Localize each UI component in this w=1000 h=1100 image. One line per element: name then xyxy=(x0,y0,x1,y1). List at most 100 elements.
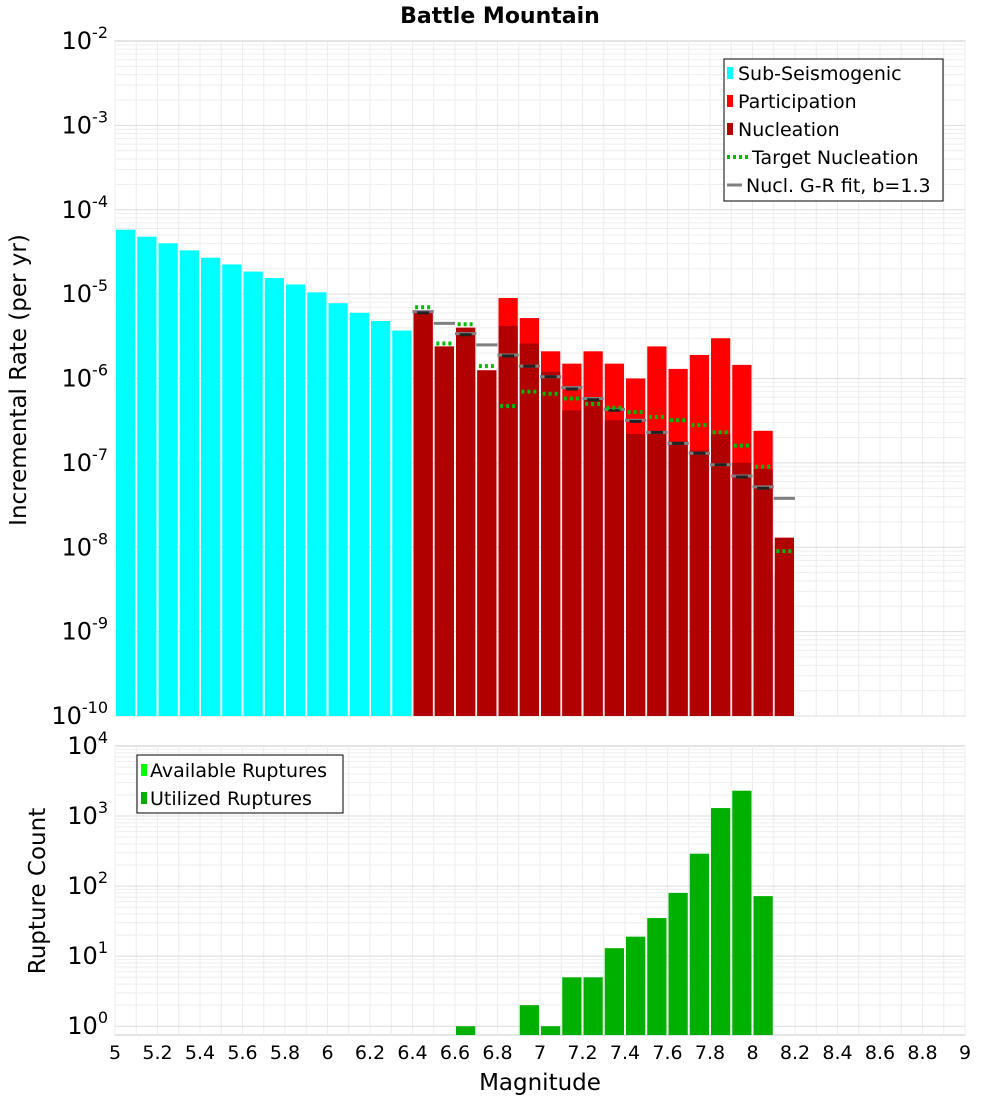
legend-swatch-sub-seismogenic xyxy=(727,67,733,79)
x-tick-label: 5.2 xyxy=(142,1042,172,1064)
bar-nucleation xyxy=(604,420,624,716)
x-tick-label: 5 xyxy=(109,1042,121,1064)
legend-item-available-ruptures: Available Ruptures xyxy=(141,760,327,782)
bar-sub-seismogenic xyxy=(116,229,136,717)
bar-utilized-ruptures xyxy=(647,918,667,1035)
x-tick-label: 8.6 xyxy=(865,1042,895,1064)
x-tick-label: 7.6 xyxy=(652,1042,682,1064)
bar-utilized-ruptures xyxy=(583,977,603,1035)
bottom-legend-box xyxy=(136,754,344,814)
bar-sub-seismogenic xyxy=(349,312,369,716)
bar-sub-seismogenic xyxy=(264,278,284,716)
x-tick-label: 8.8 xyxy=(907,1042,937,1064)
bar-nucleation xyxy=(413,312,433,716)
bar-sub-seismogenic xyxy=(392,330,412,716)
legend-label-sub-seismogenic: Sub-Seismogenic xyxy=(738,63,902,85)
bar-sub-seismogenic xyxy=(328,303,348,716)
x-tick-label: 6.8 xyxy=(482,1042,512,1064)
x-tick-label: 8 xyxy=(746,1042,758,1064)
bar-utilized-ruptures xyxy=(626,936,646,1035)
x-tick-label: 7.2 xyxy=(567,1042,597,1064)
legend-swatch-participation xyxy=(727,95,733,107)
bar-nucleation xyxy=(541,371,561,716)
x-tick-label: 7 xyxy=(534,1042,546,1064)
bar-nucleation xyxy=(498,325,518,716)
bottom-bars xyxy=(456,790,773,1035)
top-bars xyxy=(116,229,794,717)
top-y-axis-label: Incremental Rate (per yr) xyxy=(6,234,32,526)
y-tick-label: 10-6 xyxy=(62,361,109,393)
x-ticks: 5 5.2 5.4 5.6 5.8 6 6.2 6.4 6.6 6.8 7 7.2 7.4 7.6 7.8 8… xyxy=(109,1042,971,1064)
y-tick-label: 103 xyxy=(67,798,108,830)
bar-nucleation xyxy=(668,441,688,716)
bar-nucleation xyxy=(711,433,731,716)
bar-nucleation xyxy=(456,327,476,716)
y-tick-label: 100 xyxy=(67,1008,108,1040)
legend-item-sub-seismogenic: Sub-Seismogenic xyxy=(727,63,902,85)
bar-sub-seismogenic xyxy=(222,264,242,716)
top-panel: 10-10 10-9 10-8 10-7 10-6 10-5 10-4 10-3 10-2 In… xyxy=(6,23,966,730)
x-tick-label: 6.4 xyxy=(397,1042,427,1064)
legend-label-utilized-ruptures: Utilized Ruptures xyxy=(150,788,312,810)
bar-utilized-ruptures xyxy=(689,853,709,1035)
legend-label-participation: Participation xyxy=(738,91,857,113)
bar-nucleation xyxy=(519,343,539,716)
y-tick-label: 104 xyxy=(67,728,108,760)
bar-utilized-ruptures xyxy=(753,896,773,1035)
bar-nucleation xyxy=(647,430,667,716)
legend-item-participation: Participation xyxy=(727,91,857,113)
bottom-legend: Available Ruptures Utilized Ruptures xyxy=(136,754,344,814)
bar-utilized-ruptures xyxy=(541,1026,561,1035)
y-tick-label: 101 xyxy=(67,938,108,970)
x-tick-label: 6.2 xyxy=(355,1042,385,1064)
legend-item-utilized-ruptures: Utilized Ruptures xyxy=(141,788,312,810)
bar-utilized-ruptures xyxy=(519,1005,539,1035)
bar-utilized-ruptures xyxy=(668,892,688,1035)
bar-nucleation xyxy=(434,346,454,716)
bottom-y-ticks: 100 101 102 103 104 xyxy=(67,728,108,1040)
bar-utilized-ruptures xyxy=(711,808,731,1035)
legend-label-nucleation: Nucleation xyxy=(738,119,840,141)
top-legend-box xyxy=(723,58,944,202)
bar-nucleation xyxy=(562,410,582,716)
bottom-gridlines xyxy=(114,746,966,1035)
legend-swatch-nucleation xyxy=(727,123,733,135)
x-tick-label: 5.4 xyxy=(185,1042,215,1064)
bar-sub-seismogenic xyxy=(371,321,391,716)
y-tick-label: 10-4 xyxy=(62,192,109,224)
bar-sub-seismogenic xyxy=(179,250,199,717)
y-tick-label: 10-2 xyxy=(62,23,109,55)
legend-label-available-ruptures: Available Ruptures xyxy=(150,760,327,782)
bar-nucleation xyxy=(689,450,709,716)
x-tick-label: 5.8 xyxy=(270,1042,300,1064)
legend-item-nucleation: Nucleation xyxy=(727,119,840,141)
y-tick-label: 10-8 xyxy=(62,529,109,561)
bar-sub-seismogenic xyxy=(137,236,157,716)
x-tick-label: 8.4 xyxy=(822,1042,852,1064)
chart-title: Battle Mountain xyxy=(400,4,600,29)
legend-item-target-nucleation: Target Nucleation xyxy=(727,147,919,169)
bottom-panel: 100 101 102 103 104 5 5.2 5.4 5.6 5.8 6 6.2 6.4 6.6 6… xyxy=(25,728,971,1096)
bar-sub-seismogenic xyxy=(201,257,221,716)
x-tick-label: 5.6 xyxy=(227,1042,257,1064)
y-tick-label: 10-3 xyxy=(62,107,109,139)
bar-utilized-ruptures xyxy=(604,948,624,1035)
bottom-y-axis-label: Rupture Count xyxy=(25,808,51,974)
x-tick-label: 6 xyxy=(321,1042,333,1064)
bar-nucleation xyxy=(732,462,752,716)
x-tick-label: 9 xyxy=(959,1042,971,1064)
top-legend: Sub-Seismogenic Participation Nucleation… xyxy=(723,58,944,202)
x-tick-label: 6.6 xyxy=(440,1042,470,1064)
bar-sub-seismogenic xyxy=(158,243,178,717)
bar-sub-seismogenic xyxy=(286,284,306,716)
x-tick-label: 7.8 xyxy=(695,1042,725,1064)
bar-nucleation xyxy=(626,433,646,716)
legend-swatch-available-ruptures xyxy=(141,764,147,776)
bar-sub-seismogenic xyxy=(243,271,263,716)
legend-label-target-nucleation: Target Nucleation xyxy=(751,147,919,169)
bar-nucleation xyxy=(583,397,603,716)
x-axis-label: Magnitude xyxy=(479,1070,601,1096)
bar-utilized-ruptures xyxy=(732,790,752,1035)
bar-nucleation xyxy=(753,468,773,716)
y-tick-label: 10-9 xyxy=(62,614,109,646)
